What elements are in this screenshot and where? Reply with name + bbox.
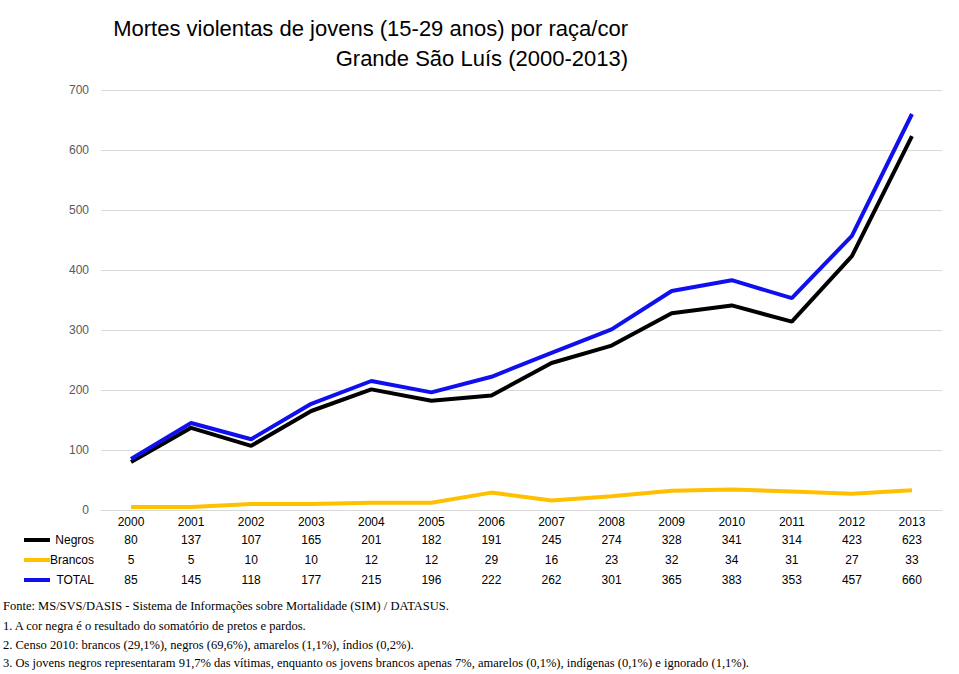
svg-text:383: 383 [722,573,742,587]
svg-text:2005: 2005 [418,515,445,529]
svg-text:29: 29 [485,553,499,567]
svg-text:2002: 2002 [238,515,265,529]
svg-text:Fonte: MS/SVS/DASIS - Sistema: Fonte: MS/SVS/DASIS - Sistema de Informa… [3,599,449,613]
svg-text:118: 118 [242,573,261,587]
svg-text:5: 5 [128,553,135,567]
svg-text:2006: 2006 [478,515,505,529]
svg-text:31: 31 [785,553,799,567]
svg-text:23: 23 [605,553,619,567]
svg-text:353: 353 [782,573,802,587]
svg-text:Grande São Luís (2000-2013): Grande São Luís (2000-2013) [336,46,628,71]
svg-text:2000: 2000 [118,515,145,529]
svg-text:245: 245 [542,533,562,547]
svg-text:2001: 2001 [178,515,205,529]
svg-text:145: 145 [181,573,201,587]
svg-text:107: 107 [241,533,261,547]
svg-text:2008: 2008 [598,515,625,529]
svg-text:165: 165 [301,533,321,547]
svg-text:2012: 2012 [839,515,866,529]
svg-text:660: 660 [902,573,922,587]
svg-text:365: 365 [662,573,682,587]
svg-text:500: 500 [69,203,89,217]
svg-text:85: 85 [124,573,138,587]
svg-text:2003: 2003 [298,515,325,529]
svg-text:2009: 2009 [658,515,685,529]
svg-text:27: 27 [845,553,859,567]
svg-text:191: 191 [481,533,501,547]
svg-text:0: 0 [82,503,89,517]
svg-text:328: 328 [662,533,682,547]
svg-text:16: 16 [545,553,559,567]
svg-text:423: 423 [842,533,862,547]
svg-text:12: 12 [365,553,379,567]
svg-text:Brancos: Brancos [50,553,94,567]
svg-text:700: 700 [69,83,89,97]
svg-text:2013: 2013 [899,515,926,529]
svg-text:177: 177 [301,573,321,587]
svg-text:3. Os jovens negros representa: 3. Os jovens negros representaram 91,7% … [3,656,749,670]
svg-text:10: 10 [244,553,258,567]
svg-text:1. A cor negra é o resultado d: 1. A cor negra é o resultado do somatóri… [3,619,306,633]
svg-text:34: 34 [725,553,739,567]
svg-text:2. Censo 2010: brancos (29,1%): 2. Censo 2010: brancos (29,1%), negros (… [3,638,414,652]
svg-text:182: 182 [421,533,441,547]
svg-text:2010: 2010 [718,515,745,529]
svg-text:2007: 2007 [538,515,565,529]
svg-text:Mortes violentas de jovens (15: Mortes violentas de jovens (15-29 anos) … [113,16,628,41]
svg-text:5: 5 [188,553,195,567]
svg-text:457: 457 [842,573,862,587]
svg-text:32: 32 [665,553,679,567]
svg-text:623: 623 [902,533,922,547]
svg-text:600: 600 [69,143,89,157]
svg-text:196: 196 [421,573,441,587]
svg-text:341: 341 [722,533,742,547]
svg-text:215: 215 [361,573,381,587]
svg-text:222: 222 [481,573,501,587]
svg-text:300: 300 [69,323,89,337]
svg-text:137: 137 [181,533,201,547]
svg-text:TOTAL: TOTAL [56,573,94,587]
svg-text:262: 262 [542,573,562,587]
svg-text:301: 301 [602,573,622,587]
svg-text:274: 274 [602,533,622,547]
svg-text:314: 314 [782,533,802,547]
svg-text:200: 200 [69,383,89,397]
svg-text:201: 201 [361,533,381,547]
svg-text:2004: 2004 [358,515,385,529]
svg-text:33: 33 [905,553,919,567]
svg-text:80: 80 [124,533,138,547]
svg-text:10: 10 [305,553,319,567]
svg-text:Negros: Negros [55,533,94,547]
svg-text:400: 400 [69,263,89,277]
svg-text:100: 100 [69,443,89,457]
svg-text:2011: 2011 [779,515,805,529]
svg-text:12: 12 [425,553,439,567]
